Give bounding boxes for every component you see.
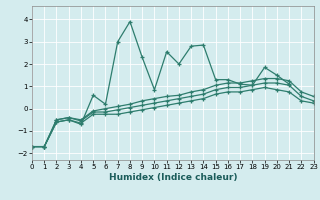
- X-axis label: Humidex (Indice chaleur): Humidex (Indice chaleur): [108, 173, 237, 182]
